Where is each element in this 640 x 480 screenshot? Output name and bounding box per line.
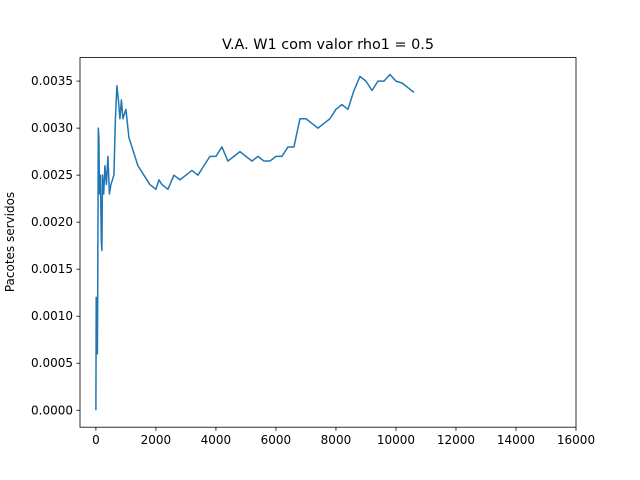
y-tick-label: 0.0025 [31,168,73,182]
y-axis-label: Pacotes servidos [3,192,17,292]
y-tick-label: 0.0030 [31,121,73,135]
x-tick-label: 2000 [141,433,172,447]
y-tick-label: 0.0010 [31,309,73,323]
chart-title: V.A. W1 com valor rho1 = 0.5 [222,37,434,53]
x-tick-label: 12000 [437,433,475,447]
data-line [95,73,415,411]
y-tick-label: 0.0000 [31,403,73,417]
plot-frame [79,57,577,428]
y-tick-label: 0.0035 [31,74,73,88]
x-tick-label: 4000 [201,433,232,447]
x-tick-label: 10000 [377,433,415,447]
x-tick-label: 14000 [497,433,535,447]
x-tick-label: 0 [92,433,100,447]
y-tick-label: 0.0020 [31,215,73,229]
x-tick-label: 8000 [321,433,352,447]
y-tick-label: 0.0015 [31,262,73,276]
y-tick-label: 0.0005 [31,356,73,370]
x-tick-label: 6000 [261,433,292,447]
x-tick-label: 16000 [557,433,595,447]
